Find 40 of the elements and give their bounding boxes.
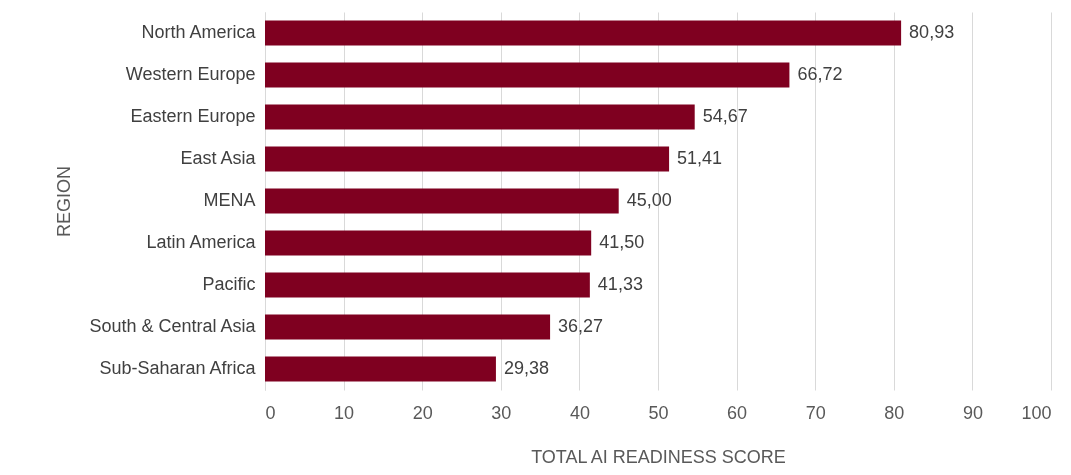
- data-label: 41,50: [599, 232, 645, 252]
- data-label: 54,67: [702, 106, 748, 126]
- y-tick-label: South & Central Asia: [89, 316, 257, 336]
- y-tick-label: MENA: [203, 190, 256, 210]
- x-tick-label: 50: [648, 402, 669, 423]
- x-tick-label: 40: [569, 402, 590, 423]
- bar: [265, 272, 590, 298]
- x-tick-label: 0: [265, 402, 276, 423]
- bar: [265, 20, 902, 46]
- x-tick-label: 30: [491, 402, 512, 423]
- bar: [265, 62, 790, 88]
- data-label: 45,00: [626, 190, 672, 210]
- y-tick-label: Western Europe: [125, 64, 256, 84]
- bar: [265, 104, 695, 130]
- bar: [265, 314, 551, 340]
- y-tick-label: Eastern Europe: [130, 106, 256, 126]
- bar: [265, 230, 592, 256]
- y-tick-label: Latin America: [146, 232, 257, 252]
- x-axis-title: TOTAL AI READINESS SCORE: [531, 446, 786, 467]
- bar: [265, 146, 670, 172]
- x-tick-label: 10: [334, 402, 355, 423]
- data-label: 66,72: [797, 64, 843, 84]
- x-tick-label: 90: [962, 402, 983, 423]
- data-label: 29,38: [503, 358, 549, 378]
- y-tick-label: Pacific: [202, 274, 256, 294]
- bar: [265, 356, 496, 382]
- y-tick-label: North America: [141, 22, 257, 42]
- x-tick-label: 70: [805, 402, 826, 423]
- y-tick-label: East Asia: [180, 148, 257, 168]
- x-tick-label: 100: [1021, 402, 1052, 423]
- x-tick-label: 20: [412, 402, 433, 423]
- bar: [265, 188, 619, 214]
- y-axis-title: REGION: [54, 165, 75, 238]
- x-tick-label: 60: [727, 402, 748, 423]
- data-label: 36,27: [558, 316, 604, 336]
- y-tick-label: Sub-Saharan Africa: [99, 358, 257, 378]
- data-label: 51,41: [677, 148, 723, 168]
- data-label: 41,33: [597, 274, 643, 294]
- x-tick-label: 80: [884, 402, 905, 423]
- data-label: 80,93: [909, 22, 955, 42]
